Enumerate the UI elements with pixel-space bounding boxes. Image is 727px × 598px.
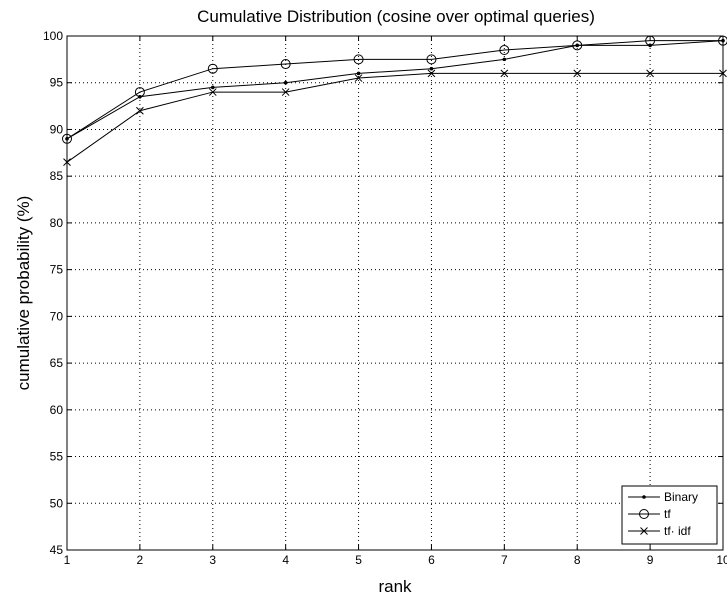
x-tick-label: 10: [716, 553, 727, 567]
series-3: [63, 69, 727, 167]
x-tick-label: 4: [282, 553, 289, 567]
legend-marker: [640, 527, 648, 535]
series-2: [62, 35, 727, 144]
series-1: [65, 38, 725, 141]
x-marker-stroke: [208, 88, 217, 96]
data-point: [210, 85, 215, 90]
data-point: [283, 80, 288, 85]
legend-marker: [642, 495, 646, 499]
data-point: [426, 54, 437, 65]
legend-label: tf: [664, 507, 671, 521]
data-point: [281, 88, 290, 96]
data-point: [719, 69, 727, 78]
data-point: [718, 35, 727, 46]
series-line: [66, 40, 724, 140]
data-point: [353, 54, 364, 65]
x-tick-label: 8: [574, 553, 581, 567]
y-tick-label: 75: [50, 263, 64, 277]
legend-item: tf: [628, 507, 671, 521]
data-point: [136, 106, 144, 115]
y-tick-label: 65: [50, 356, 64, 370]
legend-box: [621, 485, 718, 545]
data-point: [645, 35, 656, 46]
data-point: [427, 69, 436, 78]
y-tick-label: 70: [50, 309, 64, 323]
data-point: [207, 63, 218, 74]
series-layer: [62, 35, 727, 167]
x-axis-label: rank: [378, 577, 412, 596]
data-point: [429, 66, 434, 71]
y-tick-label: 55: [50, 450, 64, 464]
x-marker-stroke: [136, 106, 144, 115]
chart-title: Cumulative Distribution (cosine over opt…: [197, 7, 595, 26]
data-point: [646, 69, 654, 78]
y-tick-label: 45: [50, 543, 64, 557]
x-tick-label: 1: [64, 553, 71, 567]
data-point: [500, 69, 509, 78]
series-line: [66, 40, 723, 140]
x-tick-label: 2: [137, 553, 144, 567]
data-point: [356, 71, 361, 76]
x-marker-stroke: [640, 527, 648, 535]
x-tick-label: 5: [355, 553, 362, 567]
data-point: [573, 69, 582, 78]
axis-ticks: [66, 35, 724, 551]
data-point: [63, 158, 71, 167]
x-marker-stroke: [354, 74, 363, 82]
data-point: [134, 87, 145, 98]
x-marker-stroke: [281, 88, 290, 96]
y-tick-labels: 45 50 55 60 65 70 75 80 85 90 95 100: [43, 29, 63, 557]
legend-item: Binary: [628, 490, 698, 504]
y-tick-label: 60: [50, 403, 64, 417]
data-point: [280, 59, 291, 70]
y-axis-label: cumulative probability (%): [14, 196, 33, 391]
x-tick-label: 9: [647, 553, 654, 567]
data-point: [572, 40, 583, 51]
x-marker-stroke: [646, 69, 654, 78]
y-tick-label: 95: [50, 76, 64, 90]
legend-marker: [639, 509, 649, 519]
data-point: [354, 74, 363, 82]
y-tick-label: 100: [43, 29, 63, 43]
x-tick-labels: 1 2 3 4 5 6 7 8 9 10: [64, 553, 727, 567]
legend-label: tf· idf: [664, 524, 691, 538]
legend: Binary tf tf· idf: [621, 485, 718, 545]
data-point: [62, 133, 72, 144]
legend-label: Binary: [664, 490, 698, 504]
x-marker-stroke: [573, 69, 582, 78]
data-point: [499, 45, 510, 56]
y-tick-label: 80: [50, 216, 64, 230]
plot-frame: [66, 35, 724, 551]
x-tick-label: 7: [501, 553, 508, 567]
y-tick-label: 50: [50, 496, 64, 510]
y-tick-label: 90: [50, 122, 64, 136]
y-tick-label: 85: [50, 169, 64, 183]
data-point: [208, 88, 217, 96]
x-tick-label: 6: [428, 553, 435, 567]
x-tick-label: 3: [209, 553, 216, 567]
grid: [67, 36, 723, 550]
legend-item: tf· idf: [628, 524, 691, 538]
x-marker-stroke: [63, 158, 71, 167]
legend-items: Binary tf tf· idf: [628, 490, 698, 538]
x-marker-stroke: [500, 69, 509, 78]
series-line: [66, 72, 723, 163]
x-marker-stroke: [719, 69, 727, 78]
data-point: [502, 57, 507, 62]
x-marker-stroke: [427, 69, 436, 78]
